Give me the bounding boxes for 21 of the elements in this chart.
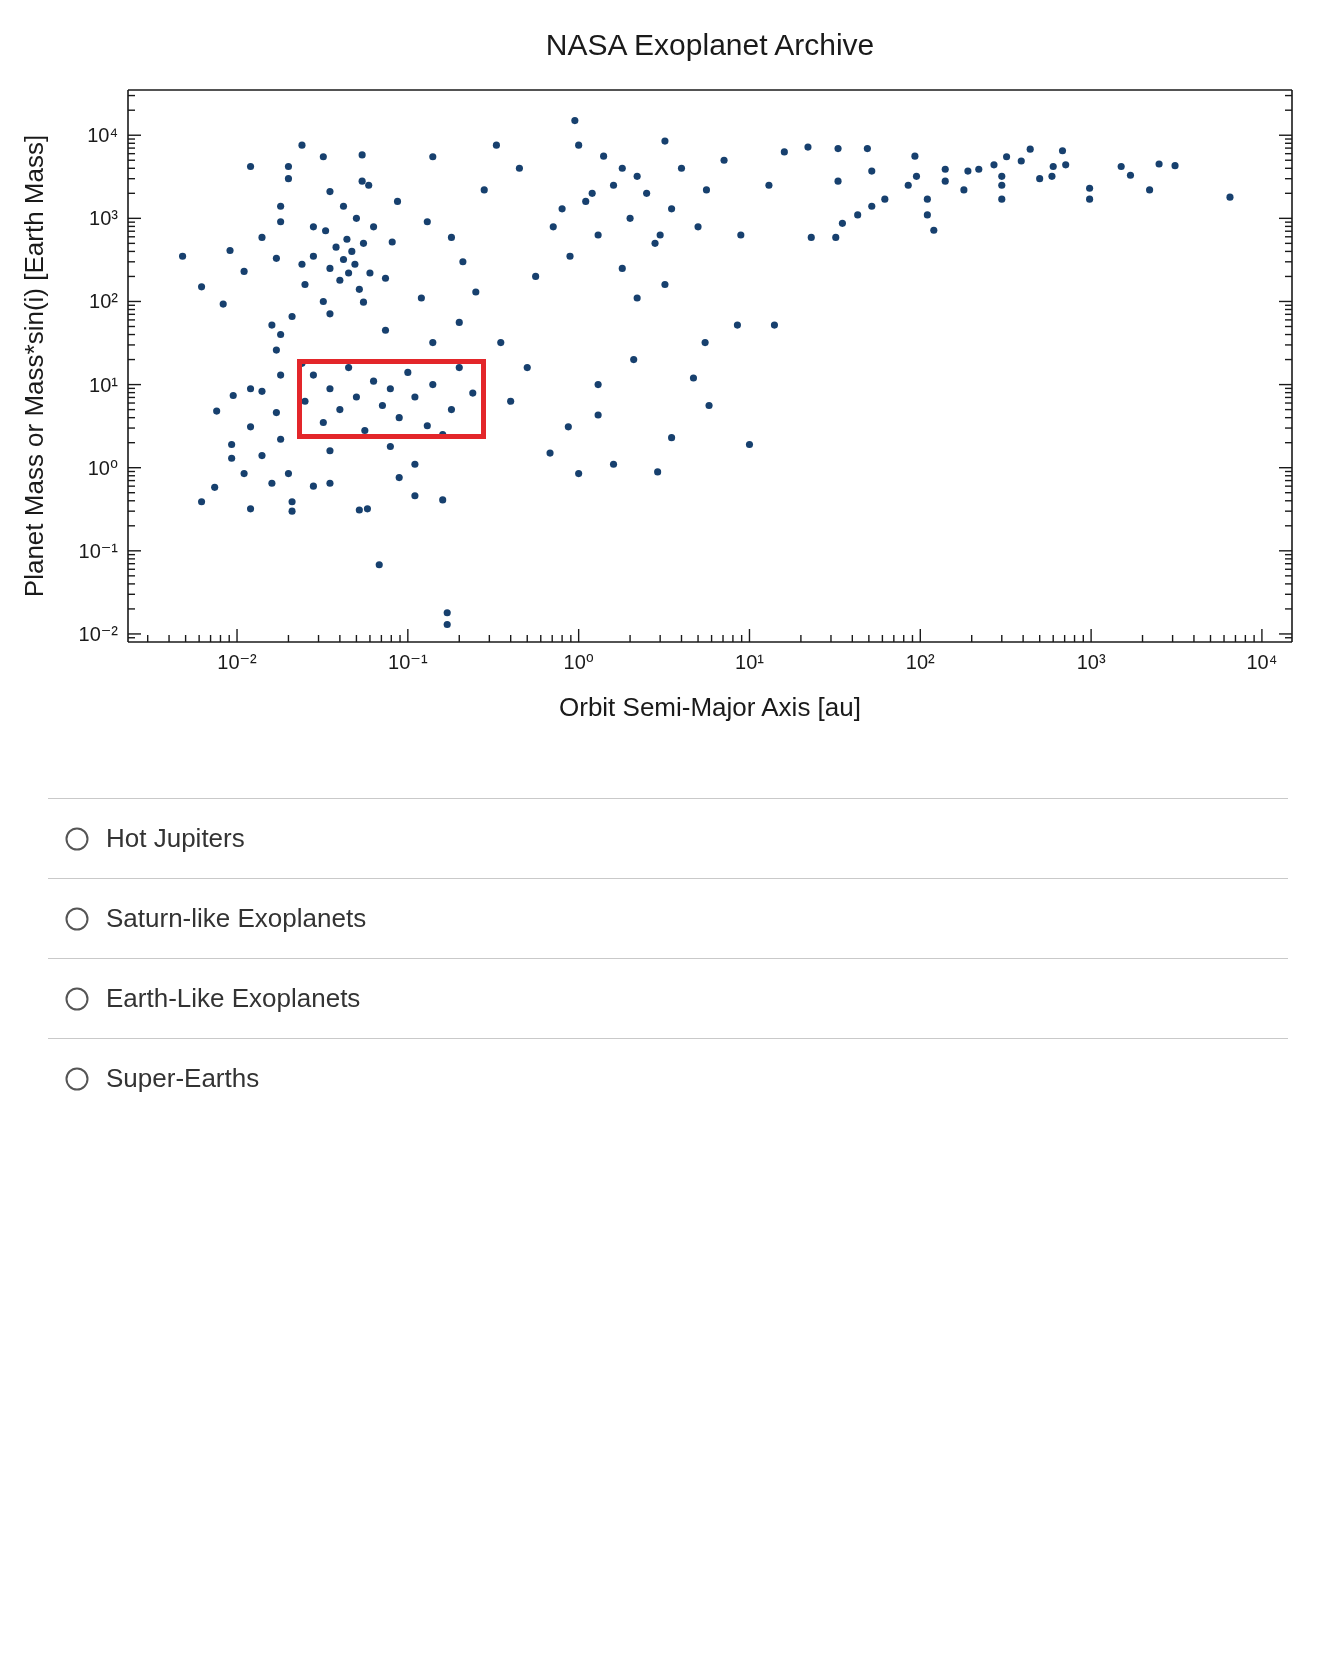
y-tick-label: 10⁻¹ bbox=[78, 539, 119, 562]
y-tick-label: 10³ bbox=[89, 207, 119, 230]
y-tick-label: 10² bbox=[89, 290, 119, 313]
x-tick-label: 10¹ bbox=[735, 651, 765, 673]
text: Hot Jupiters bbox=[106, 823, 245, 854]
x-tick-label: 10⁴ bbox=[1246, 651, 1278, 673]
text: Saturn-like Exoplanets bbox=[106, 903, 367, 934]
chart-title: NASA Exoplanet Archive bbox=[544, 28, 876, 62]
x-tick-label: 10³ bbox=[1076, 651, 1106, 673]
text: Earth-Like Exoplanets bbox=[106, 983, 361, 1014]
y-axis-title: Planet Mass or Mass*sin(i) [Earth Mass] bbox=[18, 134, 50, 598]
x-axis-title: Orbit Semi-Major Axis [au] bbox=[558, 692, 862, 723]
y-tick-label: 10¹ bbox=[89, 373, 119, 396]
x-tick-label: 10⁰ bbox=[563, 651, 594, 673]
y-tick-label: 10⁰ bbox=[87, 456, 118, 479]
y-tick-label: 10⁴ bbox=[87, 124, 118, 147]
x-tick-label: 10⁻¹ bbox=[388, 651, 428, 673]
y-tick-label: 10⁻² bbox=[78, 622, 119, 645]
text: Super-Earths bbox=[106, 1063, 260, 1094]
x-tick-label: 10² bbox=[905, 651, 936, 673]
x-tick-label: 10⁻² bbox=[217, 651, 258, 673]
